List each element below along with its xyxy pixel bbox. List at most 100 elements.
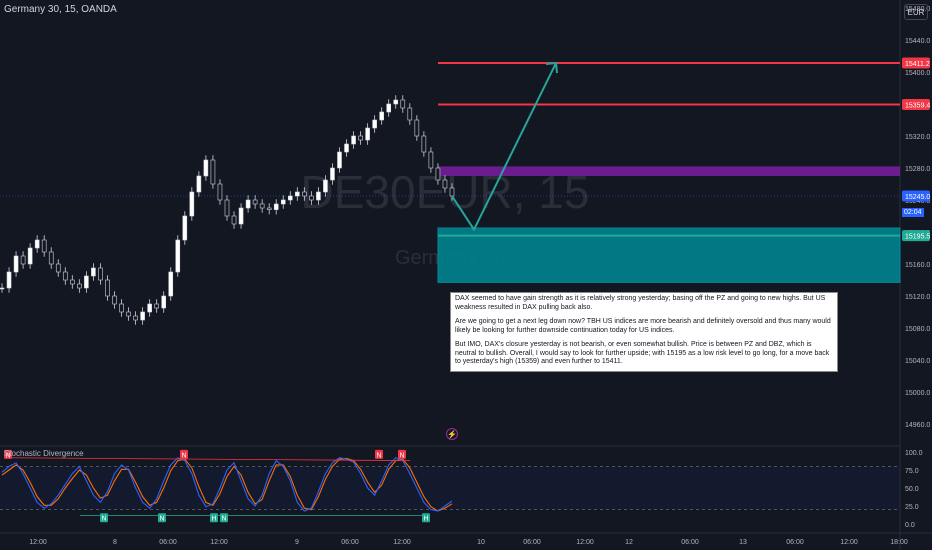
candle-body	[168, 271, 174, 297]
bolt-icon[interactable]: ⚡	[446, 428, 458, 440]
candle-body	[98, 267, 103, 281]
countdown-label: 02:04	[902, 208, 924, 217]
candle-body	[133, 315, 138, 321]
candle-body	[161, 295, 167, 309]
currency-button[interactable]: EUR	[904, 4, 928, 20]
indicator-title[interactable]: Stochastic Divergence	[4, 449, 84, 458]
time-tick-label: 9	[295, 539, 299, 546]
divergence-marker-label: N	[376, 452, 381, 459]
candle-body	[421, 135, 427, 153]
candle-body	[266, 207, 272, 210]
candle-body	[442, 179, 448, 189]
price-tag-bg-1	[902, 98, 930, 110]
divergence-marker-bg	[422, 513, 430, 523]
text-annotation[interactable]: DAX seemed to have gain strength as it i…	[450, 292, 838, 372]
candle-body	[295, 191, 300, 197]
divergence-marker-label: N	[221, 516, 226, 523]
price-tag-bg-2	[902, 190, 930, 202]
price-tick-label: 15120.0	[905, 294, 930, 301]
price-tick-label: 15280.0	[905, 166, 930, 173]
price-tick-label: 15480.0	[905, 6, 930, 13]
time-tick-label: 06:00	[159, 539, 177, 546]
candle-body	[210, 159, 216, 185]
candle-body	[84, 275, 89, 289]
price-tag-label-0: 15411.2	[905, 61, 930, 68]
candle-body	[330, 167, 335, 181]
candle-body	[428, 151, 434, 169]
bearish-divergence-line	[7, 457, 411, 462]
candle-body	[407, 107, 413, 121]
candle-body	[337, 151, 342, 169]
time-tick-label: 12:00	[210, 539, 228, 546]
candle-body	[231, 215, 237, 225]
divergence-marker-bg	[180, 449, 188, 459]
candle-body	[224, 199, 230, 217]
divergence-marker-bg	[375, 449, 383, 459]
zone-0	[438, 166, 900, 176]
candle-body	[302, 191, 307, 197]
price-tick-label: 15080.0	[905, 326, 930, 333]
candle-body	[20, 255, 26, 265]
time-tick-label: 06:00	[681, 539, 699, 546]
candle-body	[372, 119, 377, 129]
price-tag-label-1: 15359.4	[905, 102, 930, 109]
time-tick-label: 13	[739, 539, 747, 546]
time-tick-label: 8	[113, 539, 117, 546]
candle-body	[105, 279, 110, 297]
candle-body	[217, 183, 223, 201]
candle-body	[245, 199, 251, 209]
candle-body	[34, 239, 40, 249]
candle-body	[259, 203, 265, 209]
candle-body	[154, 303, 159, 309]
candle-body	[13, 255, 19, 273]
time-tick-label: 18:00	[890, 539, 908, 546]
candle-body	[287, 195, 293, 201]
price-tick-label: 14960.0	[905, 422, 930, 429]
time-tick-label: 06:00	[341, 539, 359, 546]
candle-body	[393, 99, 399, 105]
zone-1	[437, 227, 901, 283]
time-tick-label: 12	[625, 539, 633, 546]
candle-body	[280, 199, 286, 205]
time-tick-label: 12:00	[576, 539, 594, 546]
indicator-tick-label: 25.0	[905, 504, 919, 511]
divergence-marker-label: N	[101, 516, 106, 523]
divergence-marker-label: H	[211, 516, 216, 523]
candle-body	[119, 303, 124, 313]
indicator-tick-label: 75.0	[905, 468, 919, 475]
symbol-title[interactable]: Germany 30, 15, OANDA	[4, 4, 117, 15]
projection-arrowhead	[545, 61, 558, 74]
candle-body	[189, 191, 195, 217]
candle-body	[91, 267, 96, 277]
divergence-marker-bg	[100, 513, 108, 523]
candle-body	[27, 247, 33, 265]
candle-body	[175, 239, 181, 273]
stoch-k-line	[1, 457, 453, 512]
price-tick-label: 15440.0	[905, 38, 930, 45]
candle-body	[316, 191, 321, 201]
candle-body	[55, 263, 61, 273]
candle-body	[273, 203, 279, 210]
divergence-marker-bg	[220, 513, 228, 523]
candle-body	[48, 251, 54, 265]
time-tick-label: 06:00	[786, 539, 804, 546]
candle-body	[379, 111, 384, 121]
price-tick-label: 15000.0	[905, 390, 930, 397]
time-tick-label: 12:00	[29, 539, 47, 546]
divergence-marker-label: N	[399, 452, 404, 459]
candle-body	[414, 119, 420, 137]
stoch-band	[0, 466, 900, 510]
candle-body	[252, 199, 258, 205]
candle-body	[365, 127, 370, 141]
candle-body	[140, 311, 145, 321]
candle-body	[112, 295, 117, 305]
price-tag-label-3: 15195.5	[905, 234, 930, 241]
divergence-marker-bg	[4, 449, 12, 459]
divergence-marker-bg	[158, 513, 166, 523]
price-tick-label: 15040.0	[905, 358, 930, 365]
price-tick-label: 15320.0	[905, 134, 930, 141]
candle-body	[62, 271, 68, 281]
candle-body	[0, 287, 5, 290]
